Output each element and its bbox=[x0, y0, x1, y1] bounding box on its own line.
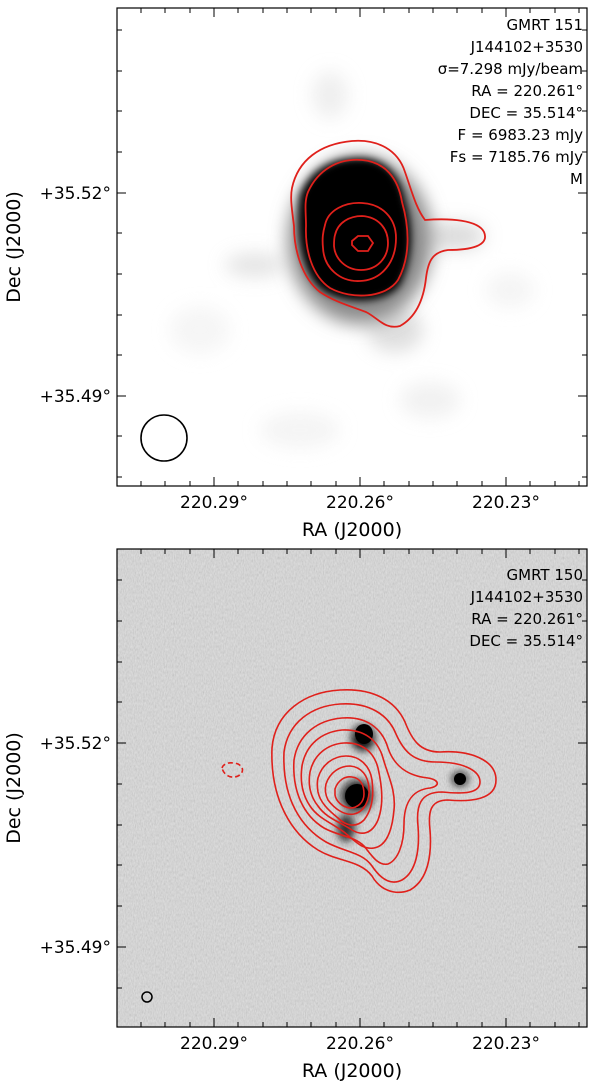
bottom-contours bbox=[221, 689, 497, 894]
top-x-axis-label: RA (J2000) bbox=[302, 519, 402, 541]
bottom-contour-2 bbox=[283, 703, 481, 883]
top-annotation-dec: DEC = 35.514° bbox=[469, 104, 583, 122]
top-annotation-flux-s: Fs = 7185.76 mJy bbox=[450, 148, 583, 166]
bottom-frame bbox=[116, 548, 588, 1028]
bottom-contour-neg bbox=[221, 762, 244, 778]
bottom-contour-3 bbox=[293, 717, 439, 866]
bottom-y-tick-label: +35.49° bbox=[40, 938, 111, 958]
bottom-contour-7 bbox=[324, 765, 370, 816]
top-y-tick-label: +35.49° bbox=[40, 387, 111, 407]
bottom-annotation-instrument: GMRT 150 bbox=[507, 566, 583, 584]
top-contours bbox=[290, 139, 486, 328]
bottom-annotation-source: J144102+3530 bbox=[470, 588, 583, 606]
top-annotation-ra: RA = 220.261° bbox=[471, 82, 583, 100]
bottom-annotation-block: GMRT 150 J144102+3530 RA = 220.261° DEC … bbox=[469, 566, 583, 650]
top-y-axis-label: Dec (J2000) bbox=[3, 191, 25, 303]
top-annotation-flux: F = 6983.23 mJy bbox=[458, 126, 584, 144]
bottom-contour-4 bbox=[300, 729, 396, 850]
bottom-contour-1 bbox=[271, 689, 497, 894]
top-panel: GMRT 151 J144102+3530 σ=7.298 mJy/beam R… bbox=[3, 7, 588, 541]
top-beam-ellipse bbox=[140, 414, 188, 462]
bottom-ticks bbox=[117, 549, 587, 1027]
top-contour-1 bbox=[290, 139, 486, 328]
top-annotation-sigma: σ=7.298 mJy/beam bbox=[438, 60, 583, 78]
top-x-tick-label: 220.23° bbox=[472, 493, 540, 513]
top-annotation-instrument: GMRT 151 bbox=[507, 16, 583, 34]
bottom-contour-5 bbox=[308, 742, 383, 834]
top-annotation-block: GMRT 151 J144102+3530 σ=7.298 mJy/beam R… bbox=[438, 16, 583, 188]
top-y-tick-label: +35.52° bbox=[40, 184, 111, 204]
top-contour-4 bbox=[333, 215, 389, 271]
top-annotation-source: J144102+3530 bbox=[470, 38, 583, 56]
top-x-tick-label: 220.29° bbox=[180, 493, 248, 513]
top-frame bbox=[116, 7, 588, 487]
bottom-contour-8 bbox=[334, 776, 365, 809]
bottom-annotation-dec: DEC = 35.514° bbox=[469, 632, 583, 650]
bottom-x-tick-label: 220.29° bbox=[180, 1034, 248, 1054]
bottom-source-east bbox=[454, 773, 466, 785]
bottom-x-tick-label: 220.26° bbox=[326, 1034, 394, 1054]
top-ticks bbox=[117, 8, 587, 486]
bottom-x-tick-label: 220.23° bbox=[472, 1034, 540, 1054]
bottom-contour-6 bbox=[316, 755, 374, 826]
top-contour-5 bbox=[351, 235, 375, 252]
top-annotation-class: M bbox=[570, 170, 583, 188]
bottom-annotation-ra: RA = 220.261° bbox=[471, 610, 583, 628]
bottom-beam-ellipse bbox=[141, 991, 153, 1003]
bottom-y-tick-label: +35.52° bbox=[40, 734, 111, 754]
top-contour-3 bbox=[321, 202, 397, 282]
top-x-tick-label: 220.26° bbox=[326, 493, 394, 513]
top-contour-2 bbox=[304, 158, 409, 297]
bottom-x-axis-label: RA (J2000) bbox=[302, 1060, 402, 1082]
bottom-panel: GMRT 150 J144102+3530 RA = 220.261° DEC … bbox=[3, 548, 588, 1082]
bottom-y-axis-label: Dec (J2000) bbox=[3, 732, 25, 844]
